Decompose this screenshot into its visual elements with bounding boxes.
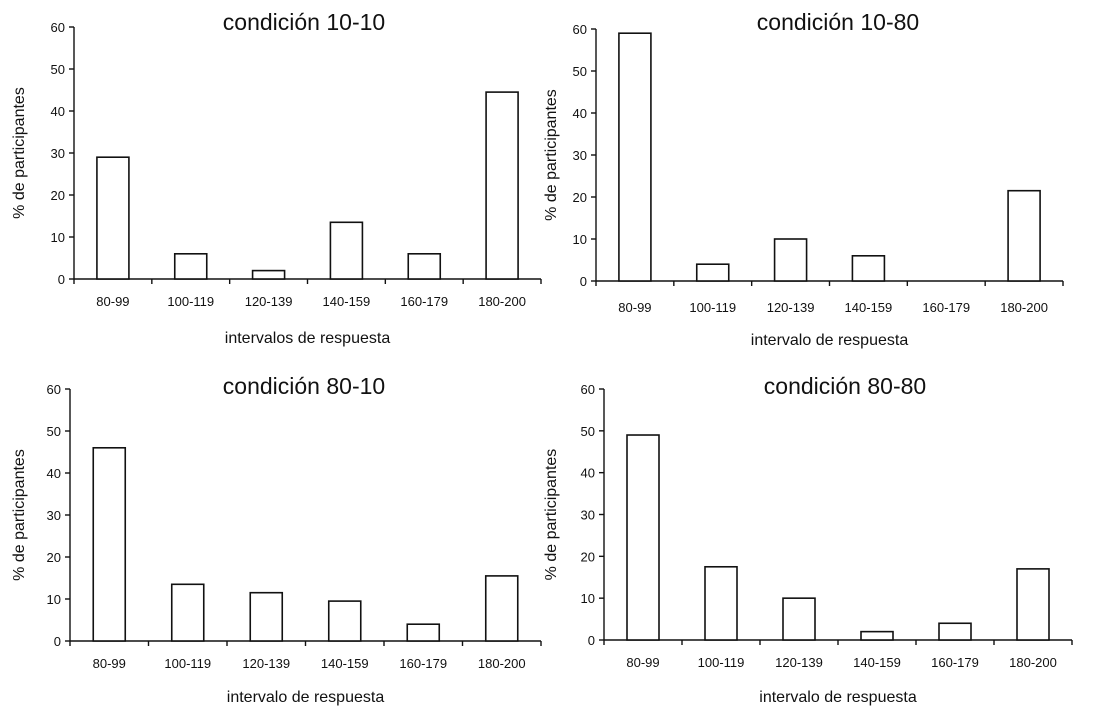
y-tick-label: 20 xyxy=(573,190,587,205)
chart-panel-2: condición 10-80 0 10 20 30 40 50 60 80-99 100-119… xyxy=(543,9,1064,349)
y-tick-label: 20 xyxy=(581,549,595,564)
y-tick-label: 50 xyxy=(581,424,595,439)
bar xyxy=(773,238,808,282)
y-axis-label: % de participantes xyxy=(543,89,560,221)
x-tick-label: 140-159 xyxy=(323,294,371,309)
bar xyxy=(485,91,519,280)
y-axis-label: % de participantes xyxy=(11,87,28,219)
chart-panel-4: condición 80-80 0 10 20 30 40 50 60 80-99 100-119… xyxy=(543,373,1073,706)
y-axis-label: % de participantes xyxy=(543,449,560,581)
x-tick-label: 120-139 xyxy=(242,656,290,671)
y-tick-label: 20 xyxy=(51,188,65,203)
chart-panel-3: condición 80-10 0 10 20 30 40 50 60 80-99 100-119… xyxy=(11,373,542,706)
bar xyxy=(704,565,738,641)
x-tick-label: 180-200 xyxy=(1000,300,1048,315)
y-tick-label: 30 xyxy=(581,508,595,523)
x-tick-label: 80-99 xyxy=(93,656,126,671)
bar xyxy=(1007,189,1041,282)
x-tick-label: 80-99 xyxy=(618,300,651,315)
y-tick-label: 20 xyxy=(47,550,61,565)
x-axis-label: intervalo de respuesta xyxy=(759,689,917,706)
y-tick-label: 30 xyxy=(47,508,61,523)
y-tick-label: 40 xyxy=(581,466,595,481)
y-tick-label: 60 xyxy=(573,22,587,37)
x-tick-label: 100-119 xyxy=(689,300,736,315)
x-tick-label: 120-139 xyxy=(245,294,293,309)
x-tick-label: 180-200 xyxy=(478,294,526,309)
bar xyxy=(329,221,364,280)
x-axis-label: intervalo de respuesta xyxy=(227,689,385,706)
bar xyxy=(327,600,362,642)
x-tick-label: 80-99 xyxy=(626,655,659,670)
y-tick-label: 50 xyxy=(51,62,65,77)
y-tick-label: 30 xyxy=(573,148,587,163)
x-tick-label: 140-159 xyxy=(321,656,369,671)
y-tick-label: 10 xyxy=(47,592,61,607)
bar xyxy=(851,255,886,282)
bar xyxy=(92,446,127,642)
x-axis-label: intervalos de respuesta xyxy=(225,330,391,347)
y-tick-label: 10 xyxy=(581,591,595,606)
bar xyxy=(860,630,894,641)
x-tick-label: 120-139 xyxy=(767,300,815,315)
y-tick-label: 40 xyxy=(47,466,61,481)
y-tick-label: 0 xyxy=(54,634,61,649)
y-tick-label: 30 xyxy=(51,146,65,161)
y-tick-label: 60 xyxy=(47,382,61,397)
x-tick-label: 160-179 xyxy=(922,300,970,315)
chart-panel-1: condición 10-10 0 10 20 30 40 50 60 80-99 100-119… xyxy=(11,9,542,347)
chart-title: condición 10-80 xyxy=(757,9,919,35)
chart-title: condición 10-10 xyxy=(223,9,385,35)
y-tick-label: 60 xyxy=(51,20,65,35)
y-tick-label: 0 xyxy=(588,633,595,648)
bar xyxy=(170,583,205,642)
y-tick-label: 10 xyxy=(51,230,65,245)
x-tick-label: 140-159 xyxy=(853,655,901,670)
chart-title: condición 80-10 xyxy=(223,373,385,399)
x-tick-label: 160-179 xyxy=(400,294,448,309)
bar xyxy=(173,253,208,280)
y-tick-label: 40 xyxy=(573,106,587,121)
bar xyxy=(695,263,730,282)
x-tick-label: 100-119 xyxy=(167,294,214,309)
x-tick-label: 180-200 xyxy=(1009,655,1057,670)
x-axis-label: intervalo de respuesta xyxy=(751,332,909,349)
y-tick-label: 0 xyxy=(580,274,587,289)
bar xyxy=(618,32,652,282)
x-tick-label: 100-119 xyxy=(164,656,211,671)
y-axis-label: % de participantes xyxy=(11,449,28,581)
y-tick-label: 50 xyxy=(47,424,61,439)
bar xyxy=(406,623,441,642)
bar xyxy=(484,575,519,642)
y-tick-label: 50 xyxy=(573,64,587,79)
x-tick-label: 80-99 xyxy=(96,294,129,309)
x-tick-label: 160-179 xyxy=(931,655,979,670)
x-tick-label: 160-179 xyxy=(399,656,447,671)
bar xyxy=(782,597,816,641)
y-tick-label: 0 xyxy=(58,272,65,287)
y-tick-label: 10 xyxy=(573,232,587,247)
bar xyxy=(626,434,660,641)
bar xyxy=(938,622,972,641)
bar xyxy=(249,591,284,642)
x-tick-label: 120-139 xyxy=(775,655,823,670)
x-tick-label: 140-159 xyxy=(845,300,893,315)
x-tick-label: 100-119 xyxy=(698,655,745,670)
x-tick-label: 180-200 xyxy=(478,656,526,671)
bar xyxy=(96,156,130,280)
bar xyxy=(1016,568,1050,641)
bar xyxy=(407,253,442,280)
y-tick-label: 60 xyxy=(581,382,595,397)
y-tick-label: 40 xyxy=(51,104,65,119)
bar xyxy=(251,269,286,280)
chart-title: condición 80-80 xyxy=(764,373,926,399)
